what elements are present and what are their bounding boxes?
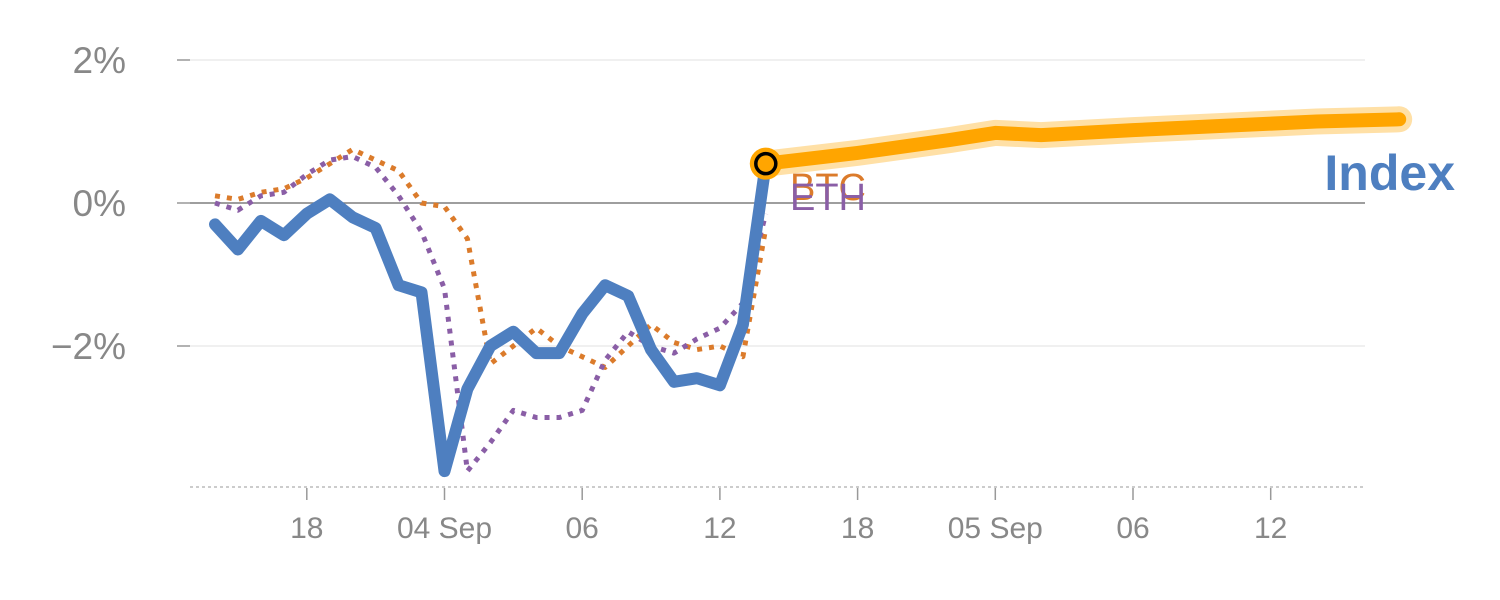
x-tick-label: 12	[1254, 512, 1287, 545]
x-tick-label: 04 Sep	[397, 512, 492, 545]
series-line-eth	[214, 154, 769, 474]
x-tick-label: 05 Sep	[948, 512, 1043, 545]
x-tick-label: 18	[841, 512, 874, 545]
x-tick-label: 06	[566, 512, 599, 545]
series-line-index	[209, 157, 772, 478]
y-tick-label: 2%	[73, 40, 126, 81]
y-tick-label: −2%	[51, 326, 126, 367]
x-axis: 18 04 Sep 06 12 18 05 Sep 06 12	[190, 486, 1365, 545]
x-tick-label: 06	[1116, 512, 1149, 545]
y-tick-label: 0%	[73, 183, 126, 224]
series-label-btc: BTC	[790, 167, 866, 209]
series-line-btc	[214, 146, 769, 370]
series-label-eth: ETH	[790, 177, 866, 219]
series-layer	[209, 146, 772, 478]
y-axis: 2% 0% −2%	[51, 40, 190, 367]
grid-layer	[190, 59, 1365, 347]
projection-layer	[752, 106, 1413, 177]
projection-line	[758, 112, 1407, 171]
end-marker-dot	[754, 151, 778, 176]
x-tick-label: 18	[290, 512, 323, 545]
marker-layer	[749, 147, 782, 180]
series-label-index: Index	[1324, 145, 1455, 201]
x-tick-label: 12	[703, 512, 736, 545]
